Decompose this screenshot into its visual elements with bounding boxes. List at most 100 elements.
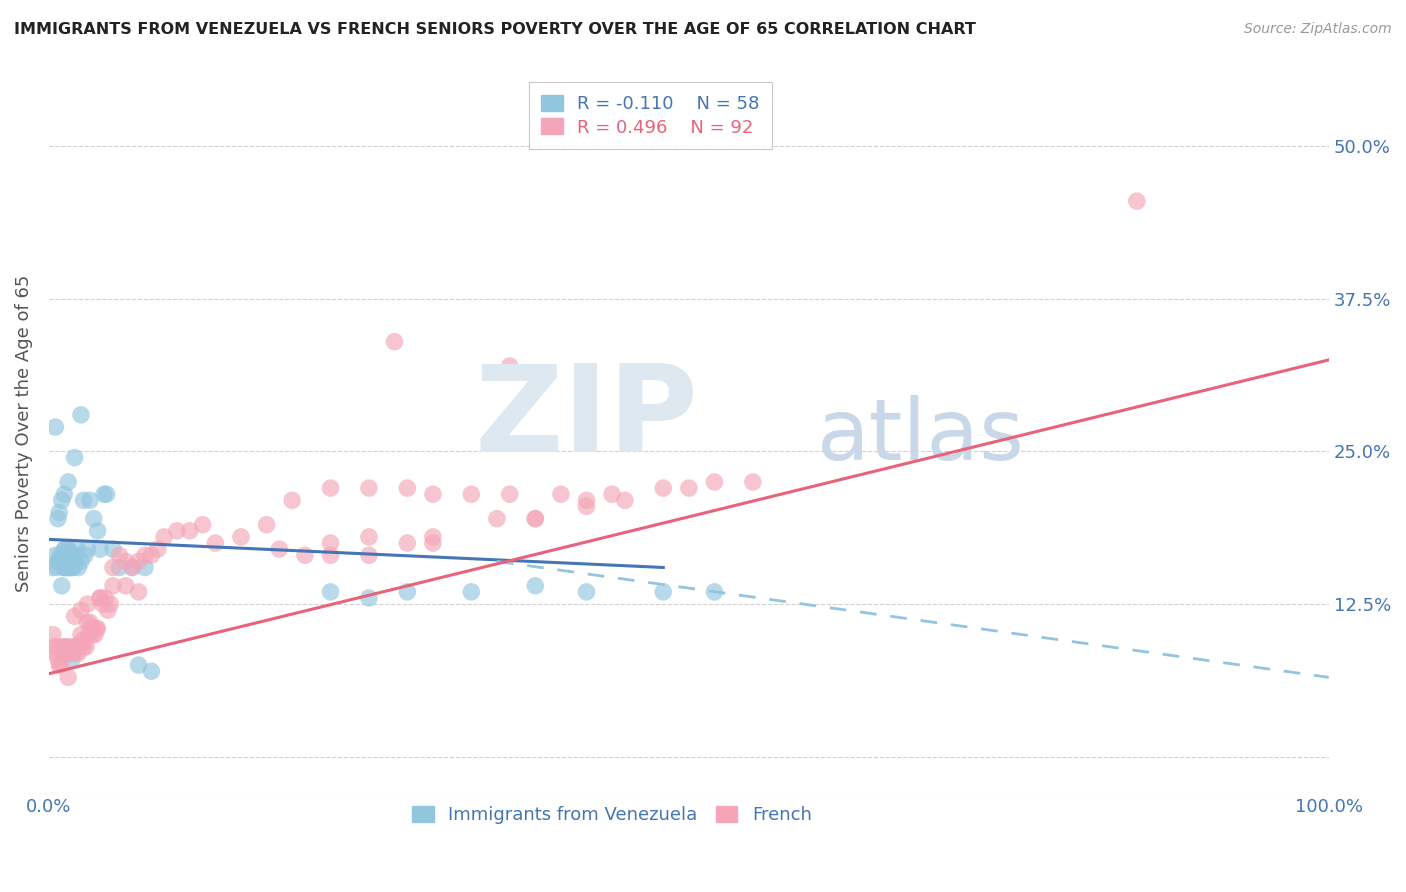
Point bbox=[97, 603, 120, 617]
Point bbox=[319, 481, 342, 495]
Point bbox=[67, 646, 90, 660]
Point bbox=[70, 554, 93, 568]
Point bbox=[84, 627, 107, 641]
Point bbox=[121, 560, 143, 574]
Point bbox=[56, 646, 79, 660]
Point bbox=[52, 548, 75, 562]
Point bbox=[281, 493, 304, 508]
Point bbox=[59, 646, 82, 660]
Point bbox=[319, 585, 342, 599]
Point bbox=[58, 560, 80, 574]
Point bbox=[69, 640, 91, 654]
Point bbox=[60, 652, 83, 666]
Point bbox=[91, 597, 114, 611]
Point bbox=[59, 560, 82, 574]
Point bbox=[204, 536, 226, 550]
Point bbox=[55, 542, 77, 557]
Point bbox=[1126, 194, 1149, 209]
Point bbox=[741, 475, 763, 489]
Point bbox=[49, 658, 72, 673]
Text: ZIP: ZIP bbox=[475, 360, 699, 477]
Point bbox=[101, 560, 124, 574]
Point bbox=[82, 627, 104, 641]
Point bbox=[229, 530, 252, 544]
Point bbox=[58, 548, 80, 562]
Point bbox=[96, 487, 118, 501]
Point bbox=[575, 500, 598, 514]
Point bbox=[86, 622, 108, 636]
Point bbox=[79, 615, 101, 630]
Point bbox=[499, 359, 522, 373]
Point bbox=[80, 622, 103, 636]
Point bbox=[121, 560, 143, 574]
Y-axis label: Seniors Poverty Over the Age of 65: Seniors Poverty Over the Age of 65 bbox=[15, 275, 32, 592]
Point bbox=[384, 334, 406, 349]
Point bbox=[128, 585, 150, 599]
Point bbox=[396, 536, 419, 550]
Point bbox=[56, 475, 79, 489]
Point bbox=[53, 487, 76, 501]
Point bbox=[422, 530, 444, 544]
Point bbox=[46, 554, 69, 568]
Point bbox=[319, 536, 342, 550]
Point bbox=[75, 640, 97, 654]
Point bbox=[460, 487, 482, 501]
Point bbox=[166, 524, 188, 538]
Point bbox=[66, 542, 89, 557]
Point bbox=[62, 560, 84, 574]
Point bbox=[56, 548, 79, 562]
Point bbox=[357, 548, 380, 562]
Point bbox=[269, 542, 291, 557]
Point bbox=[100, 597, 122, 611]
Point bbox=[79, 493, 101, 508]
Point bbox=[46, 652, 69, 666]
Point bbox=[524, 511, 547, 525]
Point bbox=[53, 560, 76, 574]
Point bbox=[101, 542, 124, 557]
Point bbox=[76, 615, 98, 630]
Point bbox=[63, 554, 86, 568]
Point bbox=[652, 481, 675, 495]
Point bbox=[396, 585, 419, 599]
Point bbox=[56, 542, 79, 557]
Text: IMMIGRANTS FROM VENEZUELA VS FRENCH SENIORS POVERTY OVER THE AGE OF 65 CORRELATI: IMMIGRANTS FROM VENEZUELA VS FRENCH SENI… bbox=[14, 22, 976, 37]
Point bbox=[524, 511, 547, 525]
Point bbox=[652, 585, 675, 599]
Point bbox=[42, 560, 65, 574]
Point bbox=[89, 591, 111, 605]
Point bbox=[70, 408, 93, 422]
Point bbox=[60, 548, 83, 562]
Point bbox=[56, 640, 79, 654]
Point bbox=[141, 665, 163, 679]
Point bbox=[60, 640, 83, 654]
Point bbox=[703, 585, 725, 599]
Point bbox=[357, 591, 380, 605]
Point bbox=[703, 475, 725, 489]
Point bbox=[56, 560, 79, 574]
Point bbox=[153, 530, 176, 544]
Point bbox=[45, 560, 67, 574]
Point bbox=[613, 493, 636, 508]
Point bbox=[83, 622, 105, 636]
Point bbox=[678, 481, 700, 495]
Point bbox=[51, 640, 73, 654]
Point bbox=[146, 542, 169, 557]
Point bbox=[191, 517, 214, 532]
Point bbox=[44, 420, 66, 434]
Point bbox=[73, 548, 96, 562]
Point bbox=[62, 646, 84, 660]
Point bbox=[55, 560, 77, 574]
Point bbox=[48, 506, 70, 520]
Point bbox=[51, 554, 73, 568]
Point bbox=[460, 585, 482, 599]
Point bbox=[65, 548, 87, 562]
Point bbox=[114, 554, 136, 568]
Point bbox=[70, 603, 93, 617]
Point bbox=[55, 646, 77, 660]
Point bbox=[53, 542, 76, 557]
Point bbox=[128, 554, 150, 568]
Point bbox=[600, 487, 623, 501]
Point bbox=[86, 524, 108, 538]
Point bbox=[76, 597, 98, 611]
Point bbox=[63, 640, 86, 654]
